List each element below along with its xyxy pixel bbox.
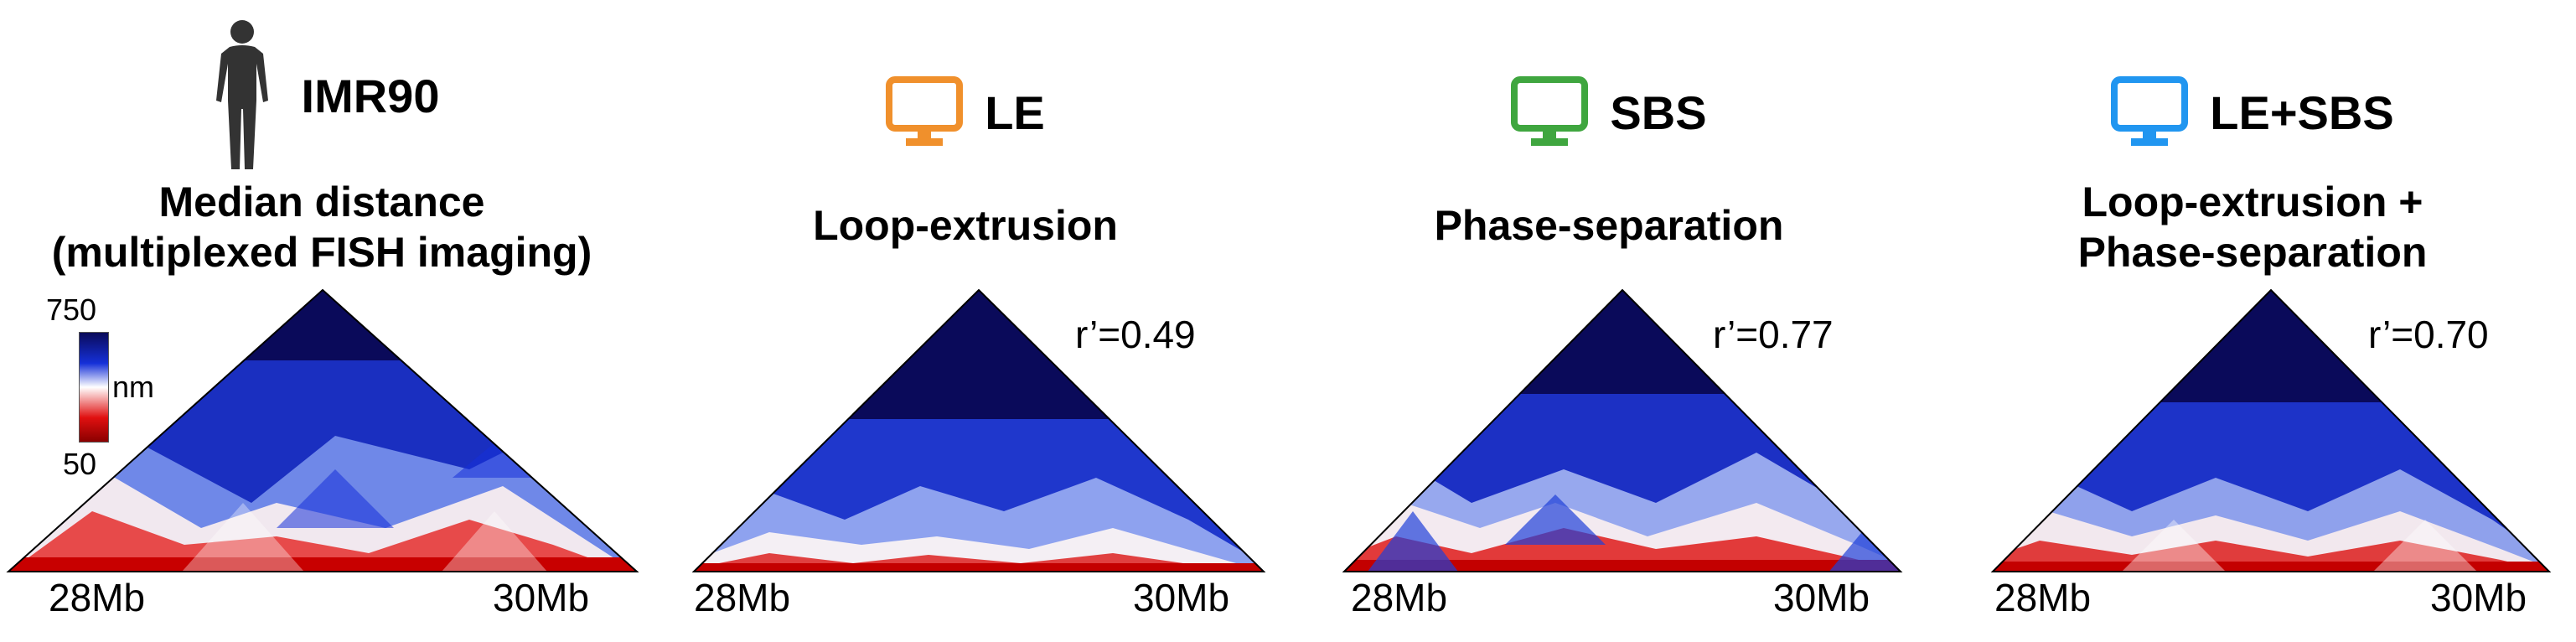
- panel-sbs: SBS Phase-separation r’=0.77 28Mb 30Mb: [1287, 0, 1931, 642]
- panel-title: LE+SBS: [2210, 86, 2394, 139]
- panel-subtitle-line-2: (multiplexed FISH imaging): [51, 229, 592, 276]
- colorbar-min-label: 50: [63, 447, 97, 481]
- distance-heatmap: [1990, 288, 2552, 572]
- panel-title: IMR90: [301, 70, 440, 122]
- heatmap-fill: [8, 290, 637, 572]
- panel-subtitle-line-1: Phase-separation: [1434, 202, 1784, 249]
- x-tick-right: 30Mb: [2430, 576, 2527, 619]
- panel-subtitle-line-1: Loop-extrusion +: [2082, 179, 2423, 225]
- computer-monitor-icon: [2111, 76, 2189, 146]
- panel-header: LE+SBS: [1931, 67, 2574, 159]
- panel-le-sbs: LE+SBS Loop-extrusion + Phase-separation…: [1931, 0, 2574, 642]
- colorbar-unit-label: nm: [112, 370, 155, 404]
- x-tick-left: 28Mb: [1351, 576, 1448, 619]
- correlation-value: r’=0.49: [1075, 313, 1196, 356]
- correlation-value: r’=0.77: [1713, 313, 1834, 356]
- colorbar: [79, 332, 109, 443]
- panel-subtitle-line-1: Median distance: [158, 179, 485, 225]
- panel-le: LE Loop-extrusion r’=0.49 28Mb 30Mb: [644, 0, 1287, 642]
- panel-subtitle-line-1: Loop-extrusion: [813, 202, 1118, 249]
- heatmap-fill: [1344, 290, 1901, 572]
- panel-header: IMR90: [0, 17, 644, 176]
- x-tick-right: 30Mb: [1133, 576, 1230, 619]
- colorbar-max-label: 750: [46, 293, 97, 327]
- x-tick-left: 28Mb: [1994, 576, 2092, 619]
- x-tick-left: 28Mb: [49, 576, 146, 619]
- x-tick-right: 30Mb: [1773, 576, 1870, 619]
- x-tick-right: 30Mb: [493, 576, 590, 619]
- panel-subtitle-line-2: Phase-separation: [2077, 229, 2428, 276]
- distance-heatmap: [691, 288, 1266, 572]
- panel-header: LE: [644, 67, 1287, 159]
- panel-imr90: IMR90 Median distance (multiplexed FISH …: [0, 0, 644, 642]
- panel-title: LE: [985, 86, 1045, 139]
- panel-header: SBS: [1287, 67, 1931, 159]
- computer-monitor-icon: [1511, 76, 1589, 146]
- computer-monitor-icon: [886, 76, 964, 146]
- x-tick-left: 28Mb: [694, 576, 791, 619]
- distance-heatmap: [1342, 288, 1903, 572]
- correlation-value: r’=0.70: [2368, 313, 2489, 356]
- distance-heatmap: [6, 288, 639, 572]
- human-figure-icon: [215, 20, 268, 169]
- panel-title: SBS: [1610, 86, 1707, 139]
